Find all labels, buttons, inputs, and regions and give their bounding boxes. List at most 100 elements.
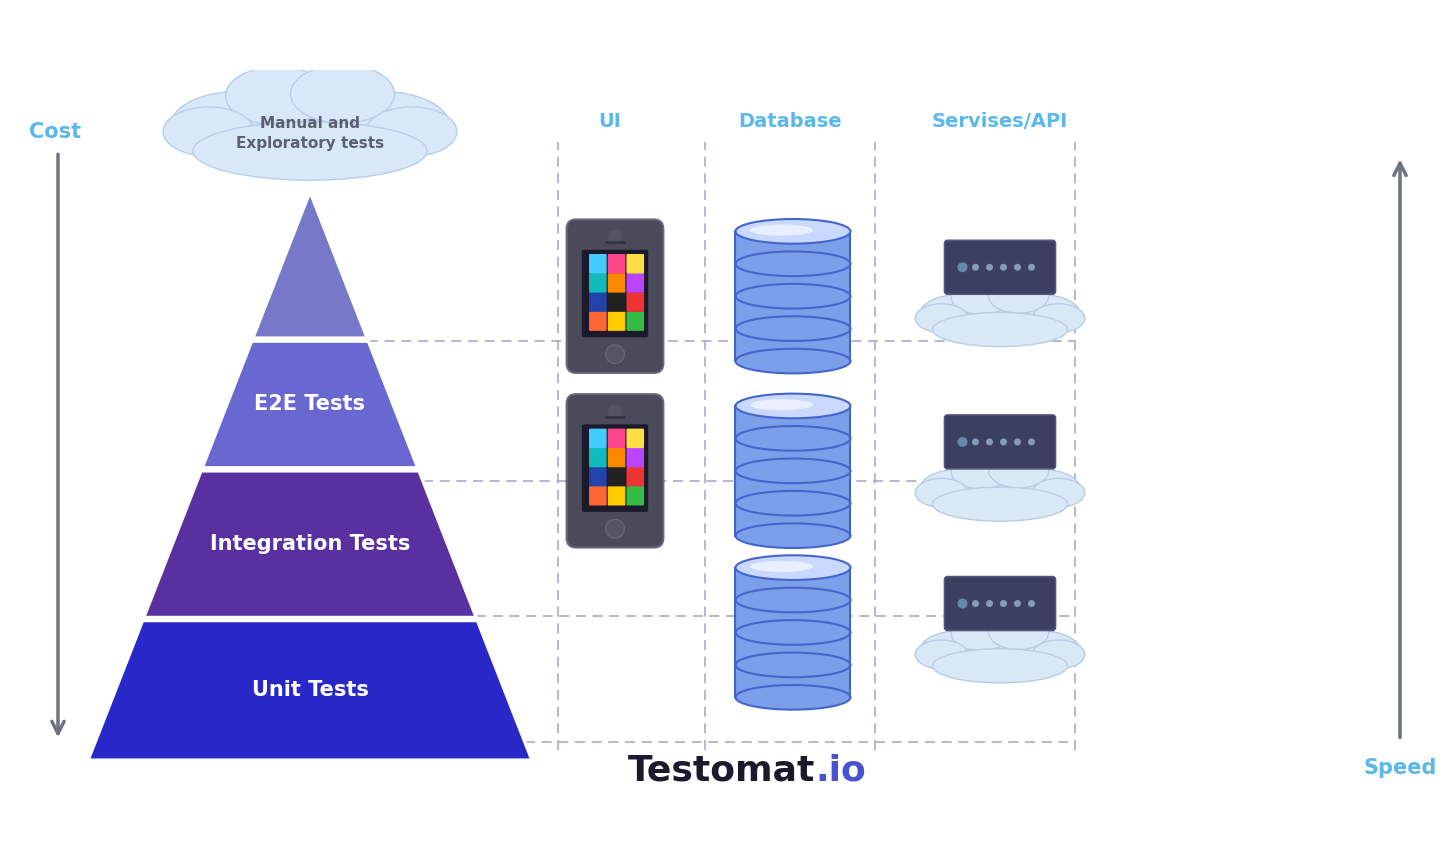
Text: Speed: Speed xyxy=(1363,758,1437,779)
Text: Cost: Cost xyxy=(29,122,81,142)
FancyBboxPatch shape xyxy=(608,448,625,468)
Ellipse shape xyxy=(735,524,851,548)
Text: .io: .io xyxy=(815,753,866,787)
Ellipse shape xyxy=(290,65,394,123)
Ellipse shape xyxy=(932,649,1067,683)
Bar xyxy=(735,329,851,361)
Text: Integration Tests: Integration Tests xyxy=(210,534,410,554)
Bar xyxy=(735,264,851,296)
Text: Servises/API: Servises/API xyxy=(932,112,1069,131)
FancyBboxPatch shape xyxy=(567,394,663,547)
Circle shape xyxy=(986,600,993,607)
FancyBboxPatch shape xyxy=(608,292,625,312)
Ellipse shape xyxy=(735,587,851,612)
Bar xyxy=(735,503,851,536)
Bar xyxy=(735,471,851,503)
Ellipse shape xyxy=(989,454,1048,488)
Ellipse shape xyxy=(989,279,1048,314)
Circle shape xyxy=(1028,439,1035,445)
Bar xyxy=(735,406,851,439)
Ellipse shape xyxy=(1002,631,1080,671)
Ellipse shape xyxy=(951,468,1048,518)
Ellipse shape xyxy=(735,620,851,645)
Circle shape xyxy=(1014,600,1021,607)
Ellipse shape xyxy=(313,91,450,159)
FancyBboxPatch shape xyxy=(608,467,625,486)
Circle shape xyxy=(1000,600,1006,607)
FancyBboxPatch shape xyxy=(944,415,1056,469)
Circle shape xyxy=(1014,264,1021,271)
Ellipse shape xyxy=(932,313,1067,347)
Circle shape xyxy=(972,439,979,445)
Text: Manual and
Exploratory tests: Manual and Exploratory tests xyxy=(236,116,384,151)
Circle shape xyxy=(957,263,967,272)
Ellipse shape xyxy=(735,348,851,373)
FancyBboxPatch shape xyxy=(626,254,644,274)
Ellipse shape xyxy=(915,479,967,507)
Ellipse shape xyxy=(750,400,813,411)
Circle shape xyxy=(957,598,967,609)
Ellipse shape xyxy=(735,252,851,276)
Circle shape xyxy=(986,439,993,445)
Ellipse shape xyxy=(735,426,851,451)
Ellipse shape xyxy=(735,491,851,516)
FancyBboxPatch shape xyxy=(626,292,644,312)
FancyBboxPatch shape xyxy=(626,467,644,486)
FancyBboxPatch shape xyxy=(589,254,606,274)
Text: E2E Tests: E2E Tests xyxy=(255,394,365,415)
Polygon shape xyxy=(88,620,532,760)
Ellipse shape xyxy=(951,455,1011,489)
Ellipse shape xyxy=(1002,295,1080,334)
FancyBboxPatch shape xyxy=(626,448,644,468)
FancyBboxPatch shape xyxy=(608,311,625,331)
Circle shape xyxy=(608,405,622,418)
Circle shape xyxy=(608,230,622,244)
Ellipse shape xyxy=(750,561,813,572)
Ellipse shape xyxy=(735,458,851,483)
FancyBboxPatch shape xyxy=(589,486,606,506)
FancyBboxPatch shape xyxy=(626,311,644,331)
Ellipse shape xyxy=(1032,640,1085,669)
Ellipse shape xyxy=(919,295,998,334)
Ellipse shape xyxy=(171,91,306,159)
Text: UI: UI xyxy=(599,112,622,131)
FancyBboxPatch shape xyxy=(567,219,663,373)
FancyBboxPatch shape xyxy=(608,273,625,292)
Ellipse shape xyxy=(989,615,1048,649)
Ellipse shape xyxy=(735,555,851,580)
Text: Unit Tests: Unit Tests xyxy=(251,680,368,700)
Bar xyxy=(735,296,851,329)
Text: Database: Database xyxy=(738,112,842,131)
Bar xyxy=(735,568,851,600)
FancyBboxPatch shape xyxy=(589,428,606,448)
Circle shape xyxy=(606,345,625,364)
Circle shape xyxy=(1000,264,1006,271)
Ellipse shape xyxy=(193,122,426,180)
Circle shape xyxy=(1028,264,1035,271)
Ellipse shape xyxy=(735,316,851,341)
Circle shape xyxy=(1000,439,1006,445)
Polygon shape xyxy=(252,191,367,338)
Bar xyxy=(735,665,851,697)
Ellipse shape xyxy=(951,293,1048,343)
Bar xyxy=(735,439,851,471)
Ellipse shape xyxy=(1002,469,1080,508)
Bar xyxy=(735,600,851,632)
FancyBboxPatch shape xyxy=(589,448,606,468)
Ellipse shape xyxy=(919,631,998,671)
Ellipse shape xyxy=(226,89,394,173)
Ellipse shape xyxy=(951,280,1011,314)
FancyBboxPatch shape xyxy=(581,424,648,512)
FancyBboxPatch shape xyxy=(589,467,606,486)
Ellipse shape xyxy=(915,303,967,332)
FancyBboxPatch shape xyxy=(626,486,644,506)
Bar xyxy=(735,632,851,665)
Circle shape xyxy=(986,264,993,271)
Ellipse shape xyxy=(951,616,1011,650)
FancyBboxPatch shape xyxy=(944,576,1056,631)
FancyBboxPatch shape xyxy=(589,273,606,292)
Ellipse shape xyxy=(735,219,851,244)
Ellipse shape xyxy=(226,66,329,125)
FancyBboxPatch shape xyxy=(581,250,648,337)
FancyBboxPatch shape xyxy=(608,486,625,506)
